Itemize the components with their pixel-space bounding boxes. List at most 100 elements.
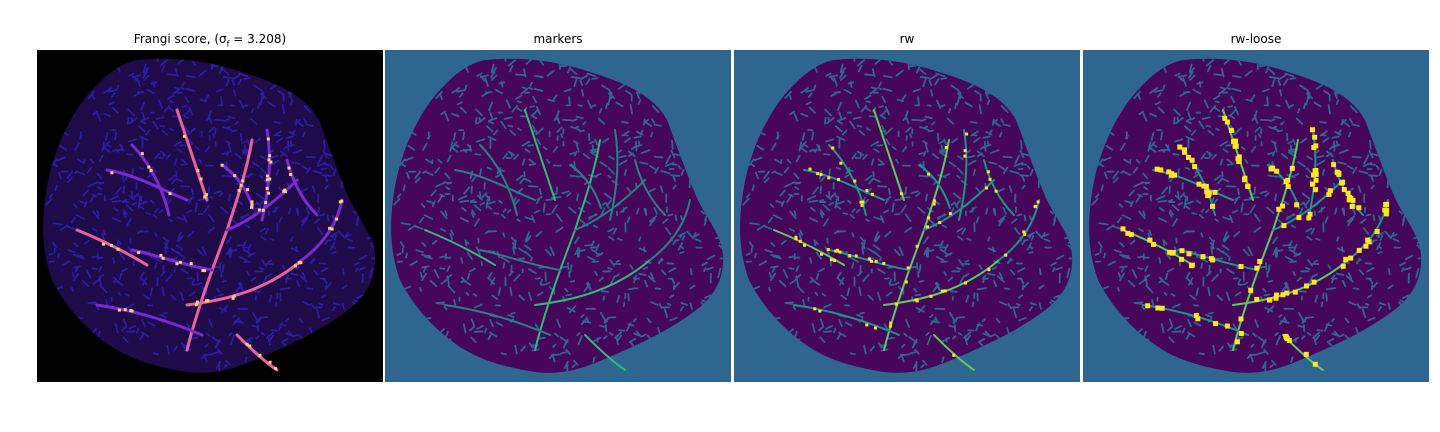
- highlight-mark: [168, 192, 172, 196]
- highlight-mark: [199, 177, 203, 181]
- highlight-mark: [1203, 183, 1209, 189]
- highlight-mark: [267, 191, 271, 195]
- highlight-mark: [335, 217, 339, 221]
- highlight-mark: [1154, 166, 1160, 172]
- highlight-mark: [1200, 254, 1206, 260]
- highlight-mark: [1145, 303, 1151, 309]
- highlight-mark: [1169, 250, 1175, 256]
- highlight-mark: [836, 248, 840, 252]
- highlight-mark: [250, 200, 254, 204]
- highlight-mark: [861, 200, 865, 204]
- vessel: [828, 144, 867, 216]
- vessel: [609, 129, 619, 221]
- highlight-mark: [1245, 183, 1251, 189]
- highlight-mark: [109, 243, 113, 247]
- highlight-mark: [839, 161, 843, 165]
- highlight-mark: [867, 257, 871, 261]
- highlight-mark: [204, 193, 208, 197]
- highlight-mark: [1283, 335, 1289, 341]
- highlight-mark: [1222, 115, 1228, 121]
- highlight-mark: [196, 169, 200, 173]
- highlight-mark: [827, 176, 831, 180]
- highlight-mark: [873, 326, 877, 330]
- highlight-mark: [195, 300, 199, 304]
- vessel: [569, 164, 602, 209]
- vessel-network: [424, 109, 691, 371]
- highlight-mark: [889, 321, 893, 325]
- highlight-mark: [808, 167, 812, 171]
- highlight-mark: [1254, 265, 1260, 271]
- highlight-mark: [1166, 169, 1172, 175]
- highlight-mark: [848, 254, 852, 258]
- highlight-mark: [1206, 190, 1212, 196]
- highlight-mark: [1331, 162, 1337, 168]
- highlight-mark: [1307, 211, 1313, 217]
- vessel: [424, 229, 496, 266]
- highlight-mark: [265, 174, 269, 178]
- highlight-mark: [1306, 215, 1312, 221]
- highlight-mark: [985, 186, 989, 190]
- image-canvas: [37, 50, 383, 382]
- highlight-mark: [1309, 181, 1315, 187]
- title-text: rw-loose: [1230, 32, 1282, 46]
- title-text: markers: [533, 32, 583, 46]
- highlight-mark: [283, 190, 287, 194]
- segmentation-highlights: [101, 134, 344, 370]
- vessel: [95, 303, 204, 337]
- highlight-mark: [269, 160, 273, 164]
- highlight-mark: [818, 309, 822, 313]
- highlight-mark: [1179, 248, 1185, 254]
- highlight-mark: [261, 208, 265, 212]
- highlight-mark: [1248, 287, 1254, 293]
- vessel: [649, 199, 691, 261]
- highlight-mark: [1327, 188, 1333, 194]
- highlight-mark: [1186, 251, 1192, 257]
- highlight-mark: [257, 208, 261, 212]
- vessel: [479, 144, 518, 216]
- segmentation-highlights: [794, 132, 1040, 357]
- highlight-mark: [289, 172, 293, 176]
- highlight-mark: [1313, 143, 1319, 149]
- highlight-mark: [1232, 143, 1238, 149]
- highlight-mark: [1189, 157, 1195, 163]
- highlight-mark: [938, 221, 942, 225]
- highlight-mark: [963, 154, 967, 158]
- highlight-mark: [287, 166, 291, 170]
- highlight-mark: [1283, 179, 1289, 185]
- highlight-mark: [914, 298, 918, 302]
- highlight-mark: [1281, 223, 1287, 229]
- markers-image: [385, 50, 731, 382]
- highlight-mark: [1340, 263, 1346, 269]
- rw-image: [734, 50, 1080, 382]
- highlight-mark: [1313, 171, 1319, 177]
- highlight-mark: [1177, 144, 1183, 150]
- vessel: [803, 169, 885, 201]
- highlight-mark: [1147, 237, 1153, 243]
- highlight-mark: [1313, 168, 1319, 174]
- highlight-mark: [161, 256, 165, 260]
- highlight-mark: [1201, 183, 1207, 189]
- highlight-mark: [1280, 203, 1286, 209]
- highlight-mark: [149, 168, 153, 172]
- highlight-mark: [241, 179, 245, 183]
- vessel-network: [75, 108, 344, 372]
- highlight-mark: [1004, 253, 1008, 257]
- panel-title: markers: [385, 30, 731, 48]
- highlight-mark: [860, 203, 864, 207]
- highlight-mark: [834, 249, 838, 253]
- highlight-mark: [1179, 256, 1185, 262]
- vessel: [524, 109, 556, 201]
- highlight-mark: [1345, 191, 1351, 197]
- highlight-mark: [837, 178, 841, 182]
- vessel: [130, 143, 171, 217]
- highlight-mark: [1120, 226, 1126, 232]
- frangi-score-image: [37, 50, 383, 382]
- highlight-mark: [940, 289, 944, 293]
- vessel: [584, 334, 626, 371]
- highlight-mark: [1303, 351, 1309, 357]
- highlight-mark: [250, 203, 254, 207]
- highlight-mark: [232, 294, 236, 298]
- highlight-mark: [1312, 361, 1318, 367]
- highlight-mark: [1212, 189, 1218, 195]
- highlight-mark: [1294, 202, 1300, 208]
